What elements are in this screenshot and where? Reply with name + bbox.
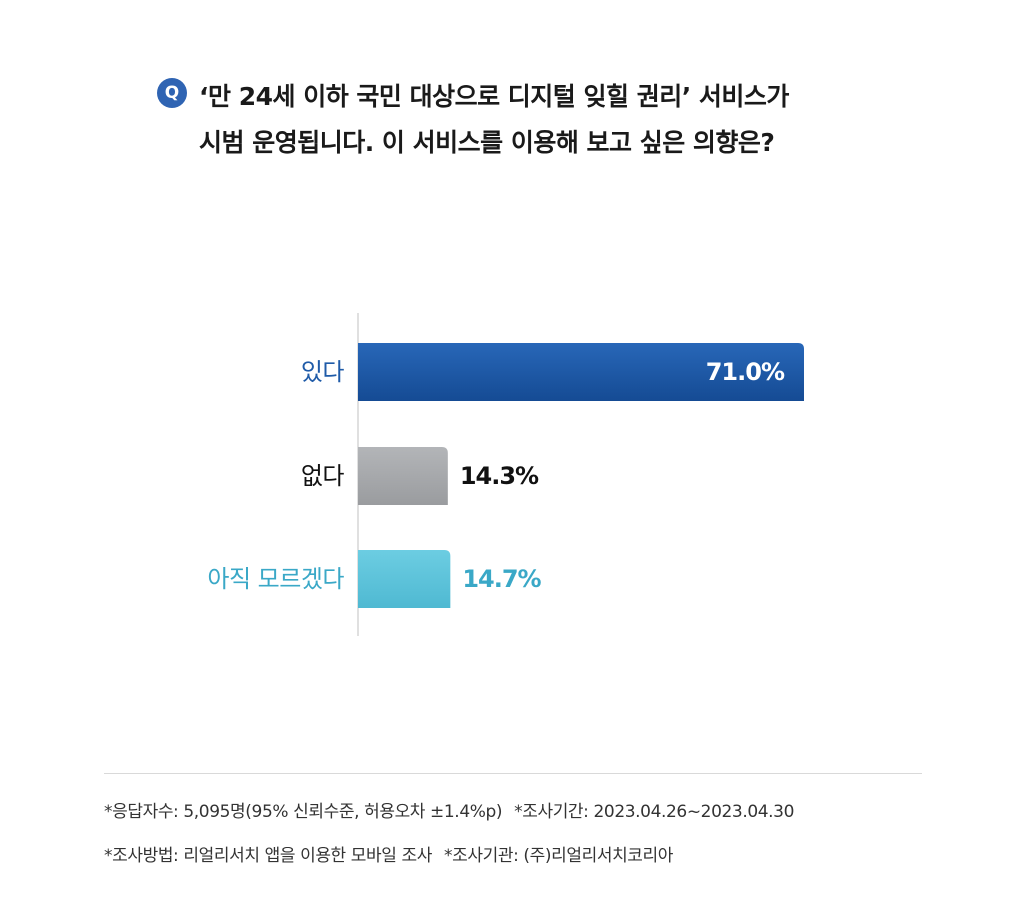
- footnote-agency: *조사기관: (주)리얼리서치코리아: [444, 846, 674, 866]
- value-label: 14.7%: [462, 565, 541, 593]
- category-label: 아직 모르겠다: [207, 565, 344, 593]
- question-line-1: ‘만 24세 이하 국민 대상으로 디지털 잊힐 권리’ 서비스가: [199, 82, 789, 111]
- category-label: 있다: [301, 358, 345, 386]
- bars-layer: 있다 71.0% 없다 14.3% 아직 모르겠다 14.7%: [207, 343, 804, 608]
- question-line-2: 시범 운영됩니다. 이 서비스를 이용해 보고 싶은 의향은?: [199, 128, 775, 157]
- footnote-line-2: *조사방법: 리얼리서치 앱을 이용한 모바일 조사 *조사기관: (주)리얼리서…: [104, 841, 673, 866]
- footnote-respondents: *응답자수: 5,095명(95% 신뢰수준, 허용오차 ±1.4%p): [104, 802, 503, 822]
- category-label: 없다: [301, 462, 345, 490]
- bar-0: [358, 343, 804, 401]
- value-label: 71.0%: [706, 358, 785, 386]
- footnote-line-1: *응답자수: 5,095명(95% 신뢰수준, 허용오차 ±1.4%p) *조사기…: [104, 797, 794, 822]
- footnote-divider: [104, 773, 922, 774]
- value-label: 14.3%: [460, 462, 539, 490]
- footnote-method: *조사방법: 리얼리서치 앱을 이용한 모바일 조사: [104, 846, 433, 866]
- question-badge: Q: [157, 78, 187, 108]
- bar-2: [358, 550, 451, 608]
- footnote-period: *조사기간: 2023.04.26~2023.04.30: [514, 802, 795, 822]
- bar-1: [358, 447, 448, 505]
- question-text: ‘만 24세 이하 국민 대상으로 디지털 잊힐 권리’ 서비스가 시범 운영됩…: [199, 74, 919, 166]
